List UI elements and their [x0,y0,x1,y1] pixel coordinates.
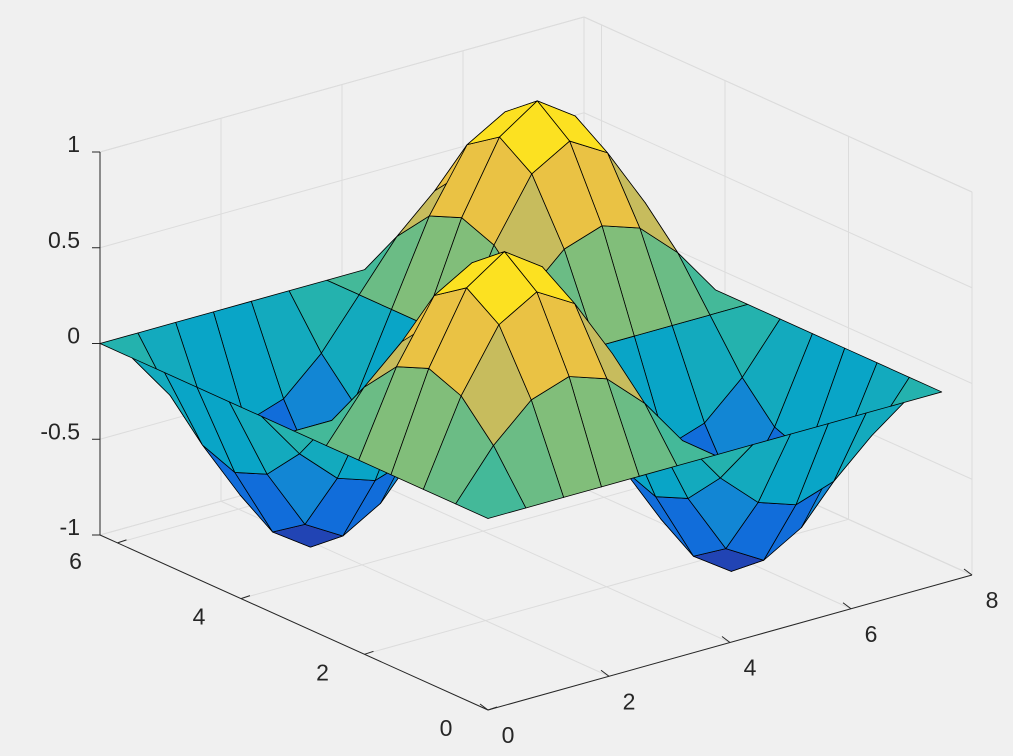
tick-mark [600,669,610,677]
tick-mark [487,706,498,711]
z-tick-label: 1 [67,131,80,157]
y-tick-label: 2 [316,659,329,685]
x-tick-label: 8 [986,587,999,613]
x-tick-label: 6 [865,621,878,647]
z-tick-label: -0.5 [40,418,80,444]
surface-patch [466,251,538,326]
tick-mark [963,568,973,576]
tick-mark [842,602,852,610]
y-tick-label: 4 [193,604,206,630]
grid-line [341,467,731,643]
grid-line [99,16,585,153]
tick-mark [364,650,374,655]
surface-patch [499,100,571,175]
tick-mark [240,595,251,600]
z-tick-label: 0 [67,323,80,349]
x-tick-label: 0 [502,722,515,748]
tick-mark [117,539,127,544]
grid-line [583,16,973,193]
z-tick-label: -1 [60,514,80,540]
grid-line [583,112,973,289]
y-axis [99,534,489,711]
y-tick-label: 0 [440,715,453,741]
x-tick-label: 2 [623,688,636,714]
tick-mark [721,636,731,643]
z-tick-label: 0.5 [48,227,80,253]
tick-mark [479,703,489,711]
x-tick-label: 4 [744,655,757,681]
y-tick-label: 6 [69,548,82,574]
